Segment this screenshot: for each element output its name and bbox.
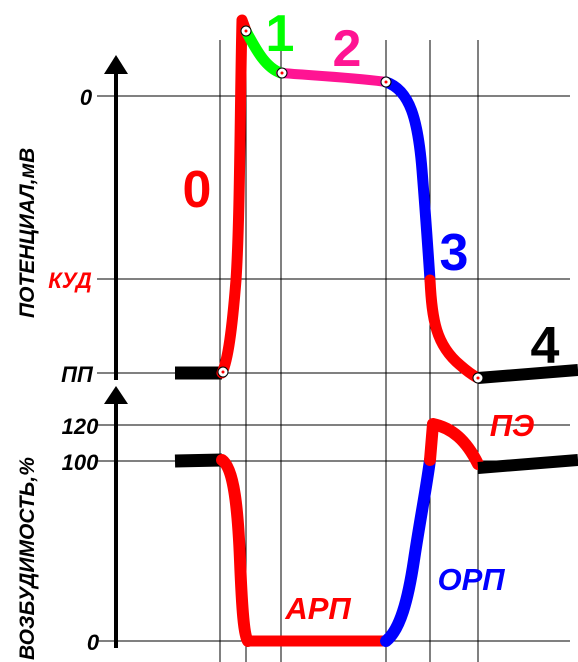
phase2-segment [276, 68, 391, 87]
tick-threshold: КУД [48, 268, 92, 293]
axis-arrow-icon [104, 55, 128, 74]
phase0-segment [216, 14, 252, 379]
transition-point-dots [221, 29, 480, 380]
top-gridlines [97, 95, 570, 374]
top-y-axis-label: ПОТЕНЦИАЛ,мВ [16, 148, 39, 318]
phase3-red-segment [424, 274, 484, 384]
tick-rest: ПП [61, 362, 94, 387]
arp-label: АРП [284, 591, 351, 626]
phase3-blue-segment [380, 76, 436, 286]
phase-boundaries [219, 40, 479, 662]
phase-label-3: 3 [440, 224, 469, 282]
orp-label: ОРП [437, 562, 505, 597]
orp-segment [380, 454, 436, 647]
excitability-drop [216, 454, 254, 647]
tick-zero-top: 0 [80, 85, 93, 110]
pe-segment [424, 418, 484, 470]
top-y-axis [104, 55, 128, 380]
tick-zero-bottom: 0 [87, 630, 100, 655]
axis-arrow-icon [104, 386, 128, 404]
phase4-segment [477, 364, 578, 384]
excitability-recovery [477, 454, 578, 474]
phase-label-2: 2 [333, 20, 362, 78]
phase-label-1: 1 [266, 5, 295, 63]
tick-100: 100 [62, 450, 99, 475]
pe-label: ПЭ [490, 408, 535, 443]
action-potential-curve [175, 14, 578, 384]
phase-label-4: 4 [531, 317, 560, 375]
excitability-curve [174, 418, 578, 647]
bottom-y-axis [104, 386, 128, 648]
phase-label-0: 0 [183, 161, 212, 219]
excitability-baseline [174, 453, 223, 468]
tick-120: 120 [62, 414, 99, 439]
bottom-y-axis-label: ВОЗБУДИМОСТЬ,% [16, 457, 39, 660]
